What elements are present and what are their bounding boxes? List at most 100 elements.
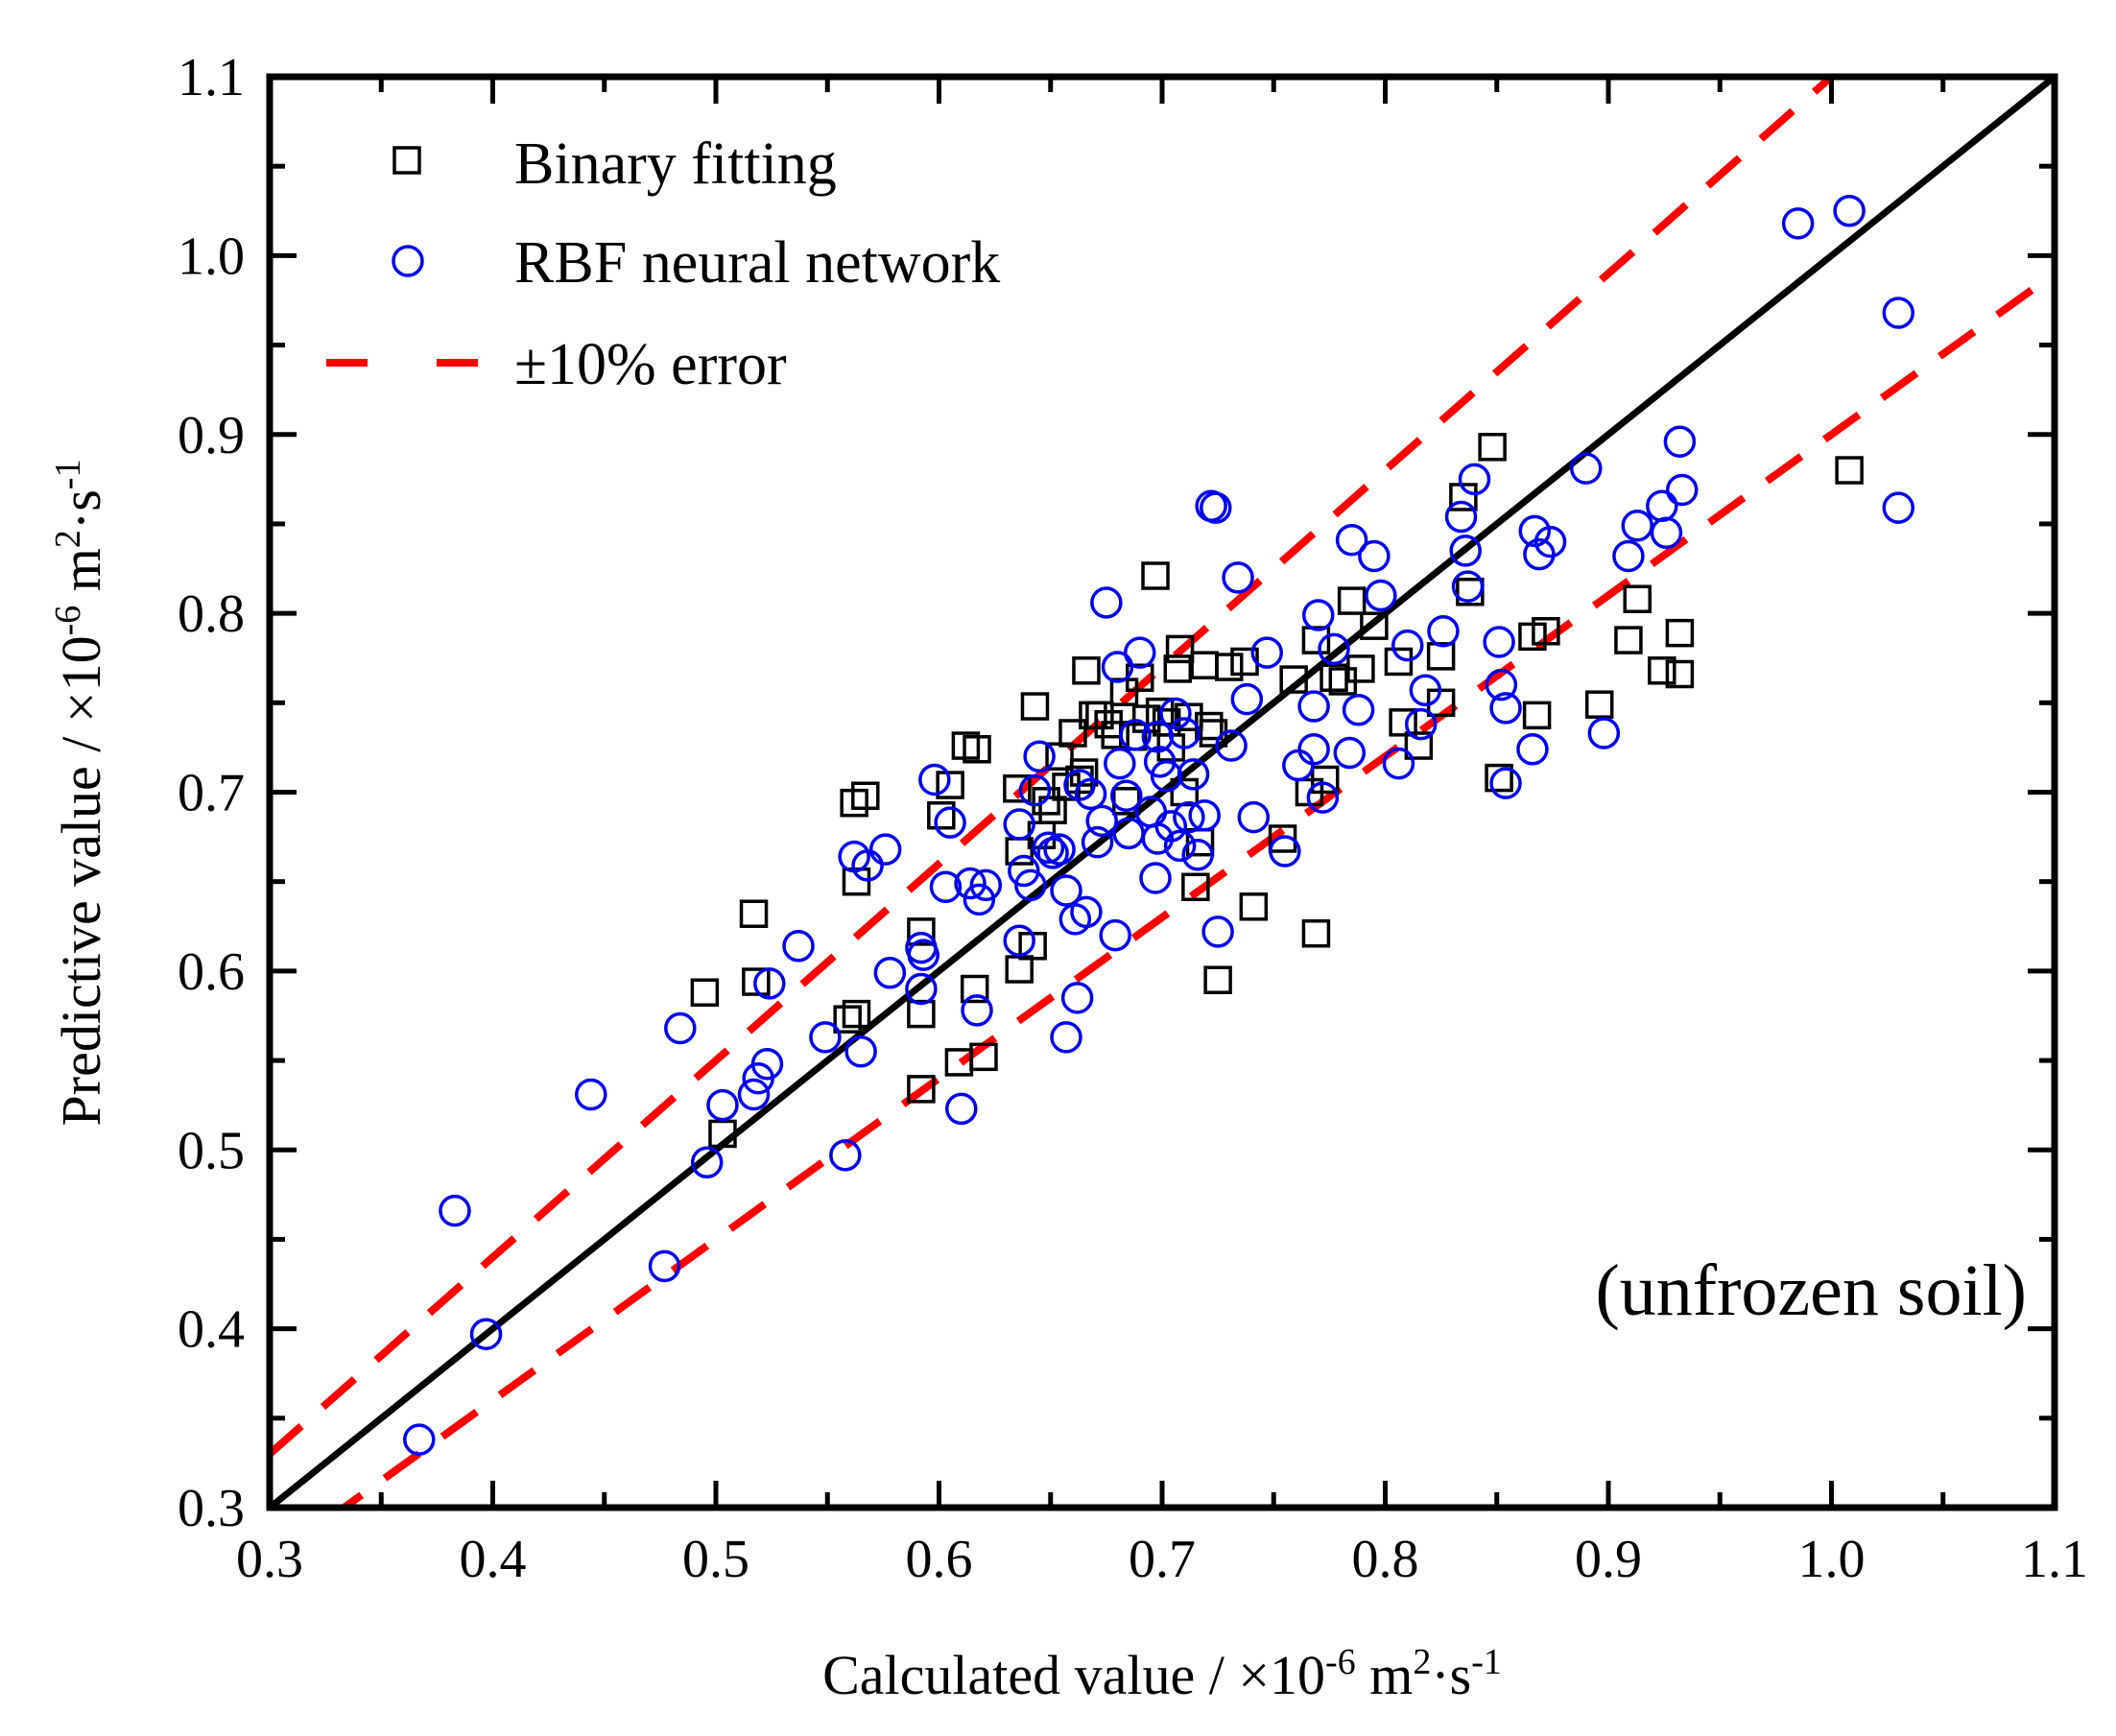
rbf-point: [1222, 561, 1254, 594]
rbf-point: [1358, 539, 1391, 573]
y-tick-label: 0.8: [178, 584, 245, 644]
rbf-point: [1297, 733, 1330, 766]
binary-fitting-point: [1478, 433, 1507, 462]
binary-fitting-point: [1085, 701, 1114, 730]
y-title-mid2: ·s: [50, 489, 112, 530]
binary-fitting-point: [960, 974, 989, 1004]
rbf-point: [1306, 781, 1340, 814]
rbf-point: [1302, 599, 1335, 631]
rbf-point: [929, 870, 963, 904]
y-title-mid: m: [50, 548, 112, 606]
y-tick-label: 0.4: [178, 1300, 245, 1360]
rbf-point: [1188, 798, 1221, 832]
binary-fitting-point: [1165, 634, 1195, 664]
binary-fitting-point: [1449, 483, 1478, 511]
rbf-point: [1781, 207, 1815, 240]
x-axis-title: Calculated value / ×10-6 m2·s-1: [822, 1642, 1502, 1706]
binary-fitting-point: [1310, 765, 1340, 795]
rbf-point: [1333, 736, 1367, 770]
legend-label-error: ±10% error: [514, 332, 787, 397]
binary-fitting-point: [1835, 456, 1864, 485]
binary-fitting-point: [1215, 653, 1244, 681]
axis-ticks: [267, 74, 2057, 1510]
binary-fitting-point: [936, 771, 964, 799]
binary-fitting-point: [927, 800, 956, 830]
binary-fitting-point: [1268, 824, 1297, 853]
rbf-point: [1014, 868, 1047, 902]
y-tick-label: 0.7: [178, 764, 245, 823]
rbf-point: [469, 1318, 503, 1350]
rbf-point: [1483, 626, 1515, 658]
y-title-exp2: 2: [48, 530, 88, 548]
rbf-point: [1110, 779, 1143, 812]
rbf-point: [1250, 636, 1284, 669]
binary-fitting-point: [739, 899, 769, 928]
rbf-point: [1665, 473, 1699, 507]
rbf-point: [1882, 491, 1914, 524]
rbf-point: [1612, 539, 1645, 573]
rbf-point: [1382, 747, 1415, 780]
binary-fitting-point: [963, 735, 991, 764]
rbf-point: [961, 994, 993, 1027]
rbf-point: [1063, 769, 1096, 801]
rbf-point: [1570, 452, 1603, 485]
rbf-point: [1215, 729, 1248, 762]
binary-fitting-point: [1346, 654, 1375, 683]
rbf-point: [1023, 740, 1056, 773]
binary-fitting-point: [1360, 611, 1389, 640]
rbf-point: [1282, 749, 1315, 782]
binary-fitting-point: [833, 1005, 862, 1034]
rbf-point: [1036, 837, 1069, 869]
legend-square-marker: [392, 146, 421, 175]
x-tick-label: 0.4: [460, 1530, 527, 1589]
binary-fitting-point: [1337, 586, 1367, 615]
binary-fitting-point: [1181, 872, 1210, 902]
rbf-point: [1269, 835, 1301, 868]
rbf-point: [1085, 804, 1118, 838]
y-title-exp3: -1: [48, 460, 88, 490]
rbf-point: [873, 956, 907, 989]
binary-fitting-point: [1532, 617, 1560, 646]
x-title-exp2: 2: [1413, 1642, 1431, 1682]
binary-fitting-point: [851, 781, 880, 810]
rbf-point: [1119, 719, 1152, 751]
rbf-point: [1143, 746, 1177, 778]
rbf-point: [1489, 767, 1522, 799]
binary-fitting-point: [1163, 654, 1193, 683]
y-title-exp1: -6: [48, 606, 88, 636]
y-tick-label: 0.6: [178, 942, 245, 1002]
rbf-point: [1163, 829, 1197, 863]
binary-fitting-point: [1389, 708, 1417, 737]
y-axis-title: Predictive value / ×10-6 m2·s-1: [48, 460, 112, 1127]
rbf-point: [1018, 773, 1052, 807]
rbf-point: [829, 1139, 862, 1172]
rbf-point: [1200, 491, 1232, 524]
binary-fitting-point: [1584, 690, 1614, 719]
x-title-mid2: ·s: [1431, 1644, 1471, 1706]
rbf-point: [1485, 668, 1518, 702]
rbf-point: [1081, 825, 1114, 859]
x-tick-label: 1.1: [2021, 1530, 2088, 1589]
rbf-point: [851, 849, 884, 882]
rbf-point: [782, 930, 815, 963]
error-line-lower: [337, 270, 2055, 1508]
binary-fitting-point: [1005, 955, 1034, 984]
rbf-point: [1427, 615, 1460, 648]
x-tick-label: 0.3: [236, 1530, 303, 1589]
rbf-point: [1003, 808, 1035, 841]
rbf-point: [1201, 916, 1234, 948]
rbf-point: [1124, 636, 1156, 669]
rbf-point: [1663, 425, 1697, 458]
y-tick-label: 0.9: [178, 406, 245, 465]
binary-fitting-point: [1485, 763, 1513, 793]
rbf-point: [1451, 570, 1485, 603]
binary-fitting-point: [708, 1119, 737, 1149]
rbf-point: [1833, 195, 1866, 227]
x-title-exp3: -1: [1471, 1642, 1502, 1682]
binary-fitting-point: [1101, 721, 1129, 749]
rbf-point: [753, 967, 786, 1000]
legend-circle-marker: [392, 245, 424, 277]
rbf-point: [1074, 777, 1107, 811]
rbf-point: [1342, 694, 1375, 726]
x-tick-label: 0.5: [682, 1530, 749, 1589]
